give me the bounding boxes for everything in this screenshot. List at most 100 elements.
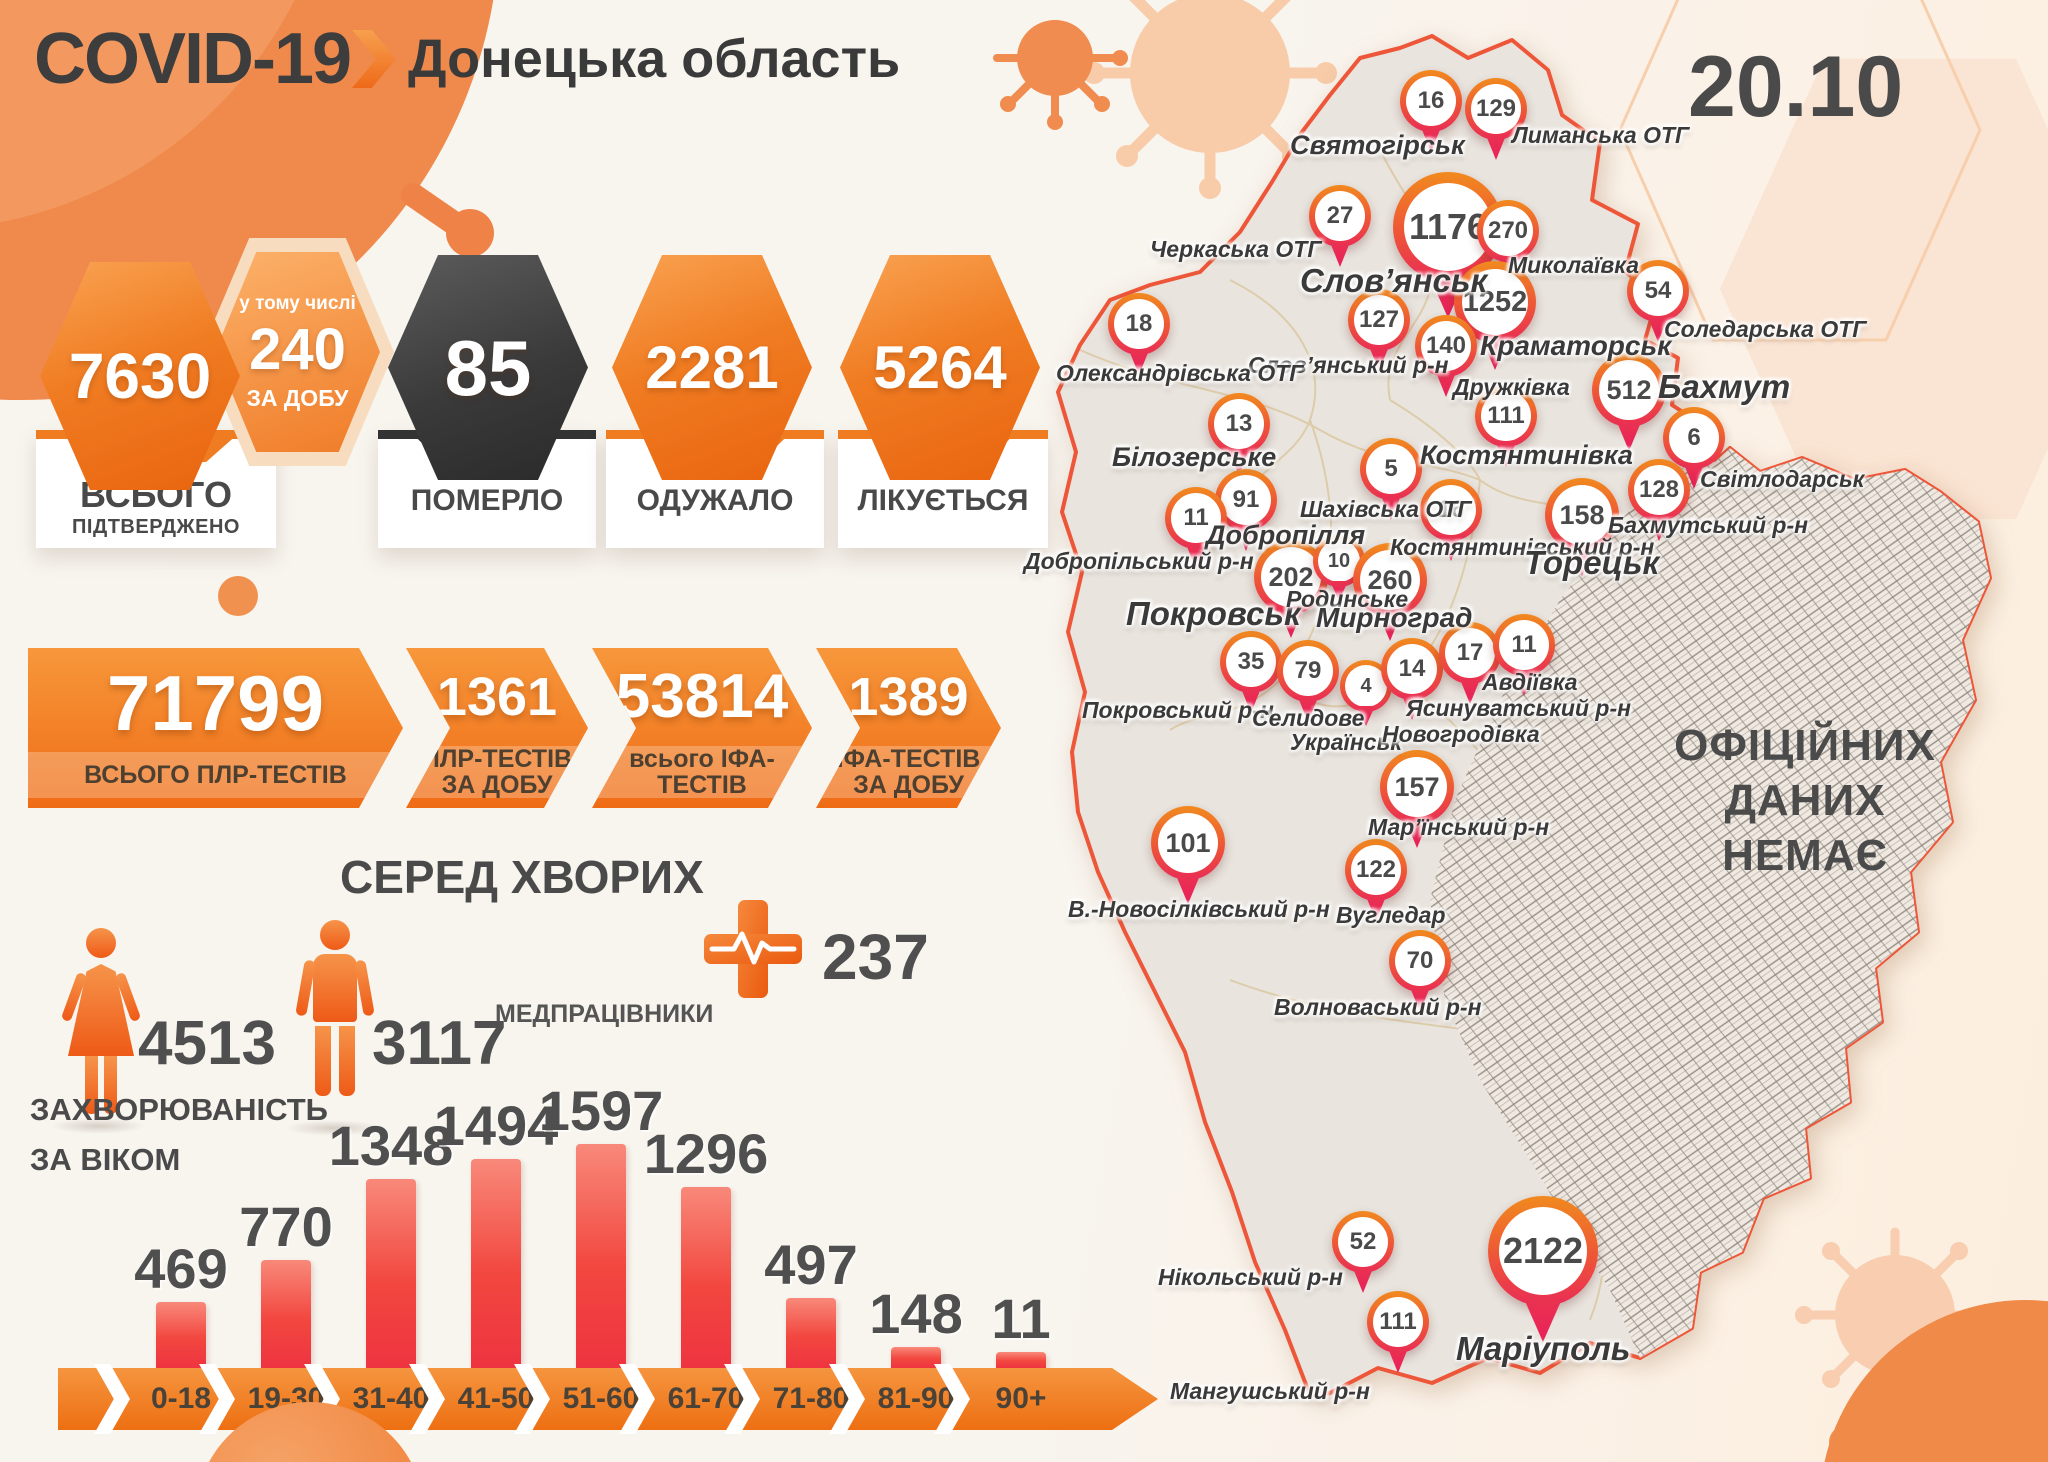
pin-ring: 202 — [1254, 540, 1328, 614]
no-official-data-note: ОФІЦІЙНИХ ДАНИХ НЕМАЄ — [1674, 721, 1936, 880]
pin-ring: 2122 — [1488, 1196, 1598, 1306]
axis-label: 41-50 — [457, 1382, 535, 1415]
map-pin: 122 — [1345, 839, 1407, 921]
among-sick-title: СЕРЕД ХВОРИХ — [340, 851, 704, 903]
report-date: 20.10 — [1688, 39, 1904, 135]
pin-ring: 16 — [1400, 70, 1462, 132]
chart-title-line2: ЗА ВІКОМ — [30, 1142, 181, 1177]
axis-label: 90+ — [995, 1382, 1047, 1415]
bar-value: 1494 — [433, 1094, 559, 1157]
pin-ring: 54 — [1627, 260, 1689, 322]
map-pin: 202 — [1254, 540, 1328, 638]
bar-value: 770 — [239, 1195, 333, 1258]
map-label: Миколаївка — [1508, 252, 1640, 278]
pin-count: 27 — [1315, 191, 1365, 241]
map-label: Краматорськ — [1480, 330, 1672, 361]
pin-ring: 111 — [1367, 1291, 1429, 1353]
pin-count: 158 — [1552, 485, 1612, 545]
region-title: Донецька область — [408, 29, 901, 89]
map-pin: 127 — [1348, 289, 1410, 371]
map-pin: 70 — [1389, 930, 1451, 1012]
age-bar — [681, 1187, 731, 1368]
map-pin: 1252 — [1454, 261, 1536, 370]
pin-count: 6 — [1669, 413, 1719, 463]
pin-count: 129 — [1471, 84, 1521, 134]
map-label: Авдіївка — [1482, 669, 1578, 695]
confirmed-label-2: ПІДТВЕРДЖЕНО — [72, 516, 240, 538]
map-label: Слов’янський р-н — [1248, 352, 1449, 378]
map-label: Покровський р-н — [1082, 697, 1274, 723]
map-pin: 2122 — [1488, 1196, 1598, 1342]
no-data-hatched-region — [1430, 448, 1990, 1358]
pin-ring: 128 — [1628, 459, 1690, 521]
bar-value: 1597 — [538, 1079, 664, 1142]
treated-value: 5264 — [873, 333, 1007, 401]
map-pin: 6 — [1663, 407, 1725, 489]
axis-label: 81-90 — [877, 1382, 955, 1415]
age-bar — [366, 1179, 416, 1368]
age-bar — [576, 1144, 626, 1368]
pin-count: 52 — [1338, 1217, 1388, 1267]
women-count: 4513 — [138, 1009, 276, 1078]
pcr-daily-label: ПЛР-ТЕСТІВ ЗА ДОБУ — [406, 746, 588, 798]
map-label: Покровськ — [1126, 595, 1301, 632]
map-pin: 111 — [1367, 1291, 1429, 1373]
map-label: Торецьк — [1524, 544, 1660, 581]
pin-ring: 18 — [1108, 293, 1170, 355]
figure-shadow — [285, 1120, 381, 1136]
map-label: Мирноград — [1316, 602, 1473, 633]
pin-ring: 111 — [1475, 385, 1537, 447]
map-label: Родинське — [1286, 586, 1409, 612]
pin-count: 16 — [1426, 485, 1476, 535]
male-icon — [295, 920, 375, 1120]
map-label: Олександрівська ОТГ — [1056, 360, 1304, 386]
died-label: ПОМЕРЛО — [410, 484, 564, 517]
map-label: Селидове — [1252, 705, 1365, 731]
pale-hexagon — [1720, 58, 2048, 520]
map-label: Бахмут — [1658, 368, 1791, 405]
map-pin: 18 — [1108, 293, 1170, 375]
pin-ring: 16 — [1420, 479, 1482, 541]
daily-note: у тому числі — [239, 292, 356, 314]
map-label: Вугледар — [1336, 902, 1446, 928]
pin-count: 91 — [1221, 475, 1271, 525]
age-axis-labels: 0-18 19-30 31-40 41-50 51-60 61-70 71-80 81-90 9… — [58, 1364, 1158, 1434]
bar-value: 148 — [869, 1282, 963, 1345]
medical-cross-icon — [704, 900, 802, 998]
map-label: Бахмутський р-н — [1608, 512, 1809, 538]
ifa-total-label: всього ІФА-ТЕСТІВ — [592, 746, 812, 798]
pcr-total-value: 71799 — [107, 659, 324, 747]
pin-count: 70 — [1395, 936, 1445, 986]
pin-ring: 11 — [1493, 614, 1555, 676]
map-pin: 140 — [1415, 315, 1477, 397]
pin-tail — [1485, 134, 1507, 160]
pin-ring: 122 — [1345, 839, 1407, 901]
map-label: Костянтинівка — [1420, 440, 1633, 470]
pin-ring: 158 — [1545, 478, 1619, 552]
map-label: Волноваський р-н — [1274, 994, 1482, 1020]
female-icon — [60, 928, 142, 1123]
map-pin: 52 — [1332, 1211, 1394, 1293]
map-label: Святогірськ — [1290, 130, 1465, 160]
pin-ring: 512 — [1592, 353, 1666, 427]
ifa-daily-value: 1389 — [848, 667, 969, 727]
virus-icon — [1795, 1227, 2048, 1462]
map-label: Дружківка — [1453, 374, 1570, 400]
map-pin: 101 — [1151, 806, 1225, 904]
outline-hexagon-icon — [1618, 0, 1982, 342]
pin-count: 111 — [1481, 391, 1531, 441]
daily-value: 240 — [249, 316, 346, 382]
map-pin: 16 — [1420, 479, 1482, 561]
pin-count: 101 — [1158, 813, 1218, 873]
age-bar — [261, 1260, 311, 1368]
daily-cases-hexagon: у тому числі 240 ЗА ДОБУ — [215, 252, 380, 452]
pin-count: 157 — [1387, 757, 1447, 817]
bar-value: 469 — [134, 1237, 228, 1300]
axis-label: 31-40 — [352, 1382, 430, 1415]
pin-count: 11 — [1171, 493, 1221, 543]
map-pin: 17 — [1439, 622, 1501, 704]
age-bar — [786, 1298, 836, 1368]
map-pin: 260 — [1353, 543, 1427, 641]
ifa-total-value: 53814 — [615, 662, 789, 731]
map-pin: 35 — [1220, 631, 1282, 713]
